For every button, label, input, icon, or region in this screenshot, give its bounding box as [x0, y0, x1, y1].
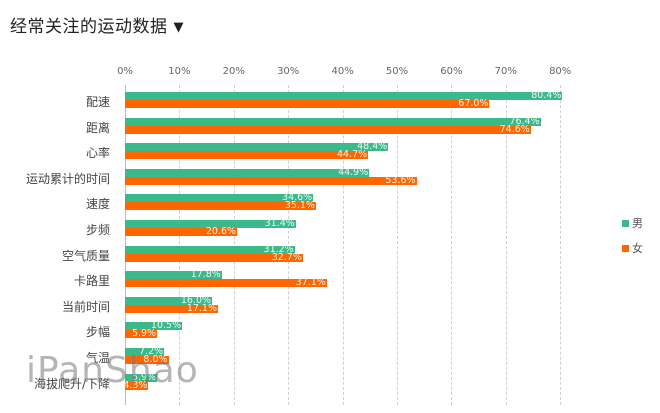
bar-value-label: 31.2%: [263, 243, 294, 255]
bar-female[interactable]: 5.9%: [125, 328, 158, 340]
bar-male[interactable]: 17.8%: [125, 269, 222, 281]
legend-swatch-female: [622, 245, 629, 252]
x-tick-label: 80%: [549, 66, 572, 77]
bar-female[interactable]: 17.1%: [125, 302, 219, 314]
category-label: 步频: [85, 223, 110, 237]
bar-value-label: 17.8%: [190, 269, 221, 281]
bar-value-label: 5.9%: [131, 371, 157, 383]
category-label: 距离: [85, 120, 110, 135]
bar-value-label: 16.0%: [180, 294, 212, 306]
legend-swatch-male: [622, 220, 629, 227]
x-tick-label: 30%: [277, 66, 300, 77]
bar-male[interactable]: 16.0%: [125, 294, 213, 306]
bar-value-label: 35.1%: [284, 200, 315, 212]
dropdown-triangle-icon[interactable]: ▼: [173, 20, 184, 35]
bar-value-label: 5.9%: [131, 328, 157, 340]
bar-value-label: 74.6%: [499, 123, 530, 135]
y-axis-line: [125, 85, 126, 405]
bar-value-label: 34.6%: [282, 192, 313, 204]
bar-value-label: 44.7%: [336, 149, 368, 161]
bar-value-label: 10.5%: [150, 320, 182, 332]
legend-item-female: 女: [622, 240, 643, 256]
bar-male[interactable]: 48.4%: [125, 141, 389, 153]
bar-female[interactable]: 67.0%: [125, 98, 490, 109]
bar-male[interactable]: 7.2%: [125, 346, 165, 357]
bar-value-label: 53.6%: [385, 174, 416, 186]
legend-item-male: 男: [622, 215, 643, 231]
bar-value-label: 48.4%: [357, 141, 388, 153]
bar-female[interactable]: 74.6%: [125, 123, 531, 135]
x-tick-label: 10%: [168, 66, 191, 77]
bar-value-label: 4.3%: [123, 379, 148, 391]
gridline: [179, 85, 181, 405]
bar-value-label: 17.1%: [186, 302, 218, 314]
bar-value-label: 20.6%: [205, 226, 237, 237]
bar-male[interactable]: 31.4%: [125, 218, 296, 229]
bar-female[interactable]: 44.7%: [125, 149, 369, 161]
gridline: [397, 85, 398, 405]
x-tick-label: 60%: [440, 66, 463, 77]
bar-value-label: 7.2%: [139, 346, 164, 357]
x-tick-label: 20%: [222, 66, 245, 77]
bar-value-label: 31.4%: [264, 218, 295, 229]
gridline: [560, 85, 562, 405]
bar-male[interactable]: 5.9%: [125, 371, 158, 383]
bar-female[interactable]: 53.6%: [125, 174, 417, 186]
bar-male[interactable]: 34.6%: [125, 192, 314, 204]
bar-female[interactable]: 8.0%: [125, 354, 169, 365]
bar-female[interactable]: 32.7%: [125, 251, 303, 263]
legend-label-female: 女: [632, 242, 643, 255]
bar-male[interactable]: 76.4%: [125, 115, 541, 127]
category-label: 心率: [85, 146, 110, 161]
legend-label-male: 男: [632, 217, 643, 230]
bar-value-label: 44.9%: [338, 166, 369, 178]
category-label: 空气质量: [61, 248, 110, 263]
category-label: 气温: [85, 351, 110, 365]
bar-female[interactable]: 35.1%: [125, 200, 316, 212]
bar-male[interactable]: 10.5%: [125, 320, 183, 332]
gridline: [288, 85, 290, 405]
category-label: 海拔爬升/下降: [33, 376, 110, 391]
category-label: 配速: [85, 95, 110, 109]
x-tick-label: 70%: [494, 66, 517, 77]
x-tick-label: 40%: [331, 66, 354, 77]
bar-female[interactable]: 37.1%: [125, 277, 327, 289]
bar-value-label: 67.0%: [458, 98, 489, 109]
bar-female[interactable]: 4.3%: [123, 379, 149, 391]
x-tick-label: 50%: [385, 66, 409, 77]
category-label: 卡路里: [73, 274, 110, 289]
category-label: 运动累计的时间: [25, 171, 110, 186]
bar-value-label: 80.4%: [531, 90, 562, 101]
bar-male[interactable]: 80.4%: [125, 90, 563, 101]
gridline: [451, 85, 453, 405]
bar-male[interactable]: 31.2%: [125, 243, 295, 255]
bar-value-label: 37.1%: [295, 277, 326, 289]
chart-title[interactable]: 经常关注的运动数据 ▼: [10, 12, 184, 37]
gridline: [233, 85, 235, 405]
gridline: [342, 85, 344, 405]
bar-value-label: 76.4%: [509, 115, 540, 127]
x-tick-label: 0%: [117, 66, 133, 77]
category-label: 速度: [85, 197, 110, 212]
bar-female[interactable]: 20.6%: [125, 226, 238, 237]
bar-male[interactable]: 44.9%: [125, 166, 370, 178]
chart-title-text: 经常关注的运动数据: [10, 17, 168, 37]
category-label: 当前时间: [61, 299, 110, 314]
bar-value-label: 8.0%: [143, 354, 168, 365]
category-label: 步幅: [85, 325, 110, 340]
gridline: [505, 85, 507, 405]
bar-value-label: 32.7%: [271, 251, 302, 263]
